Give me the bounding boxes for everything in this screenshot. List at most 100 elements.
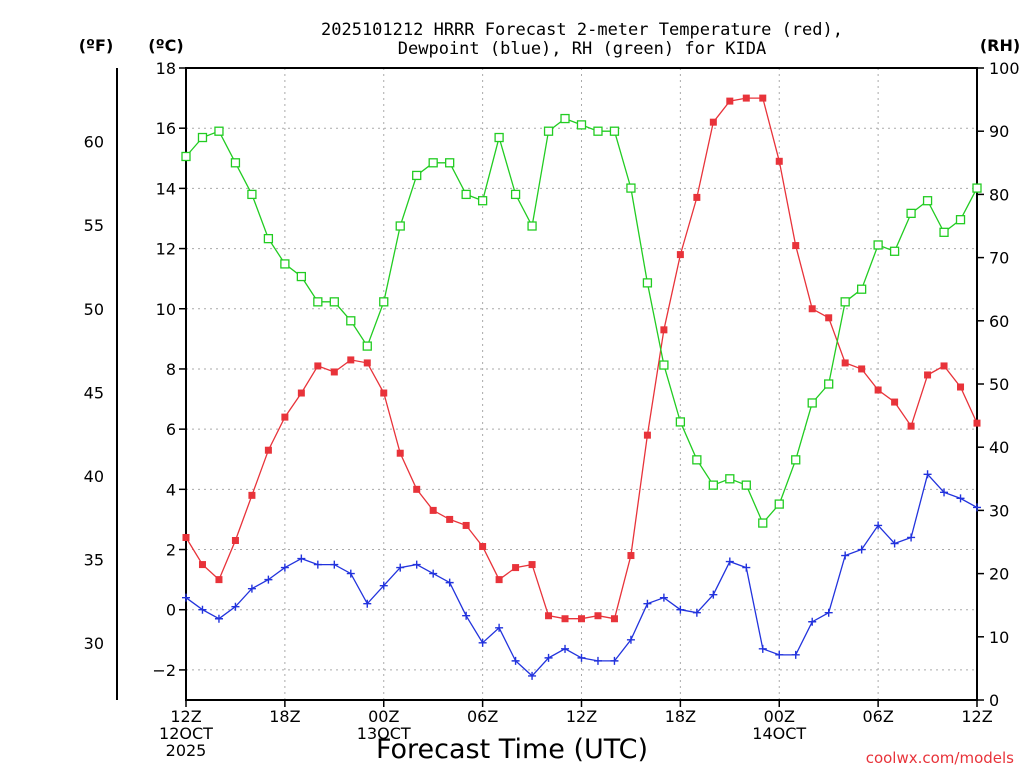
dewpoint-point xyxy=(775,650,784,659)
celsius-tick-label: 10 xyxy=(156,300,176,319)
time-tick-label: 18Z xyxy=(269,707,300,726)
rh-point xyxy=(642,278,653,288)
dewpoint-point xyxy=(841,551,850,560)
rh-point xyxy=(214,126,224,136)
fahrenheit-tick-label: 30 xyxy=(84,634,104,653)
temperature-point xyxy=(643,431,651,439)
rh-point xyxy=(791,455,801,465)
fahrenheit-tick-label: 50 xyxy=(84,300,104,319)
rh-point xyxy=(362,341,372,351)
temperature-point xyxy=(297,389,305,397)
fahrenheit-tick-label: 60 xyxy=(84,133,104,152)
temperature-point xyxy=(545,612,553,620)
rh-point xyxy=(543,126,554,136)
temperature-point xyxy=(973,419,981,427)
fahrenheit-tick-label: 35 xyxy=(84,551,104,570)
time-tick-label: 2025 xyxy=(166,741,207,760)
dewpoint-point xyxy=(198,605,207,614)
rh-point xyxy=(824,379,834,389)
rh-point xyxy=(313,297,323,307)
temperature-series xyxy=(182,94,981,623)
celsius-tick-label: 18 xyxy=(156,59,176,78)
temperature-point xyxy=(512,564,520,572)
temperature-point xyxy=(314,362,322,370)
celsius-axis-header: (ºC) xyxy=(148,36,183,55)
rh-tick-label: 50 xyxy=(989,375,1009,394)
dewpoint-point xyxy=(659,593,668,602)
temperature-point xyxy=(248,491,256,499)
rh-point xyxy=(494,132,504,143)
temperature-point xyxy=(396,449,404,457)
temperature-point xyxy=(924,371,932,379)
celsius-tick-label: 14 xyxy=(156,179,176,198)
rh-point xyxy=(428,158,438,168)
time-tick-label: 06Z xyxy=(862,707,893,726)
celsius-tick-label: 0 xyxy=(166,601,176,620)
temperature-point xyxy=(330,368,338,376)
rh-point xyxy=(675,417,686,427)
temperature-point xyxy=(578,615,585,623)
temperature-point xyxy=(940,362,948,370)
rh-series xyxy=(181,113,982,528)
temperature-point xyxy=(610,615,618,623)
dewpoint-point xyxy=(692,608,701,617)
dewpoint-point xyxy=(973,503,981,512)
rh-point xyxy=(461,189,471,200)
rh-point xyxy=(445,158,455,168)
rh-point xyxy=(758,518,768,528)
dewpoint-point xyxy=(593,656,602,665)
rh-axis: 0 10 20 30 40 50 60 70 80 90 100 xyxy=(977,59,1020,710)
temperature-point xyxy=(775,157,783,165)
temperature-point xyxy=(264,446,272,454)
dewpoint-point xyxy=(626,635,635,644)
dewpoint-point xyxy=(511,656,520,665)
fahrenheit-axis-header: (ºF) xyxy=(79,36,114,55)
temperature-point xyxy=(182,533,190,541)
temperature-point xyxy=(676,251,684,259)
dewpoint-point xyxy=(346,569,355,578)
temperature-point xyxy=(594,612,602,620)
dewpoint-point xyxy=(330,560,339,569)
rh-point xyxy=(346,316,356,326)
dewpoint-point xyxy=(264,575,273,584)
rh-tick-label: 80 xyxy=(989,185,1009,204)
rh-point xyxy=(412,170,422,181)
rh-tick-label: 40 xyxy=(989,438,1009,457)
dewpoint-point xyxy=(874,521,883,530)
rh-point xyxy=(280,259,290,269)
celsius-tick-label: 2 xyxy=(166,541,176,560)
dewpoint-point xyxy=(824,608,833,617)
dewpoint-point xyxy=(923,470,932,479)
dewpoint-point xyxy=(544,653,553,662)
dewpoint-point xyxy=(313,560,322,569)
time-tick-label: 00Z xyxy=(368,707,399,726)
dewpoint-point xyxy=(363,599,372,608)
temperature-point xyxy=(726,97,734,105)
rh-point xyxy=(395,221,405,231)
rh-point xyxy=(263,233,274,244)
dewpoint-point xyxy=(297,554,306,563)
dewpoint-point xyxy=(758,644,767,653)
celsius-tick-label: 4 xyxy=(166,480,176,499)
celsius-axis: −2 0 2 4 6 8 10 12 14 16 18 xyxy=(152,59,186,680)
time-tick-label: 12Z xyxy=(566,707,597,726)
dewpoint-point xyxy=(214,614,223,623)
temperature-point xyxy=(462,521,470,529)
rh-tick-label: 30 xyxy=(989,501,1009,520)
celsius-tick-label: 16 xyxy=(156,119,176,138)
temperature-point xyxy=(413,485,421,493)
celsius-tick-label: −2 xyxy=(152,661,176,680)
rh-point xyxy=(708,480,718,490)
temperature-point xyxy=(446,515,454,523)
rh-point xyxy=(659,360,669,370)
rh-point xyxy=(477,196,488,206)
dewpoint-point xyxy=(462,611,471,620)
temperature-point xyxy=(907,422,915,430)
temperature-point xyxy=(957,383,965,391)
dewpoint-point xyxy=(561,644,570,653)
celsius-tick-label: 8 xyxy=(166,360,176,379)
fahrenheit-tick-label: 45 xyxy=(84,383,104,402)
temperature-point xyxy=(231,536,239,544)
dewpoint-point xyxy=(247,584,256,593)
rh-tick-label: 70 xyxy=(989,249,1009,268)
